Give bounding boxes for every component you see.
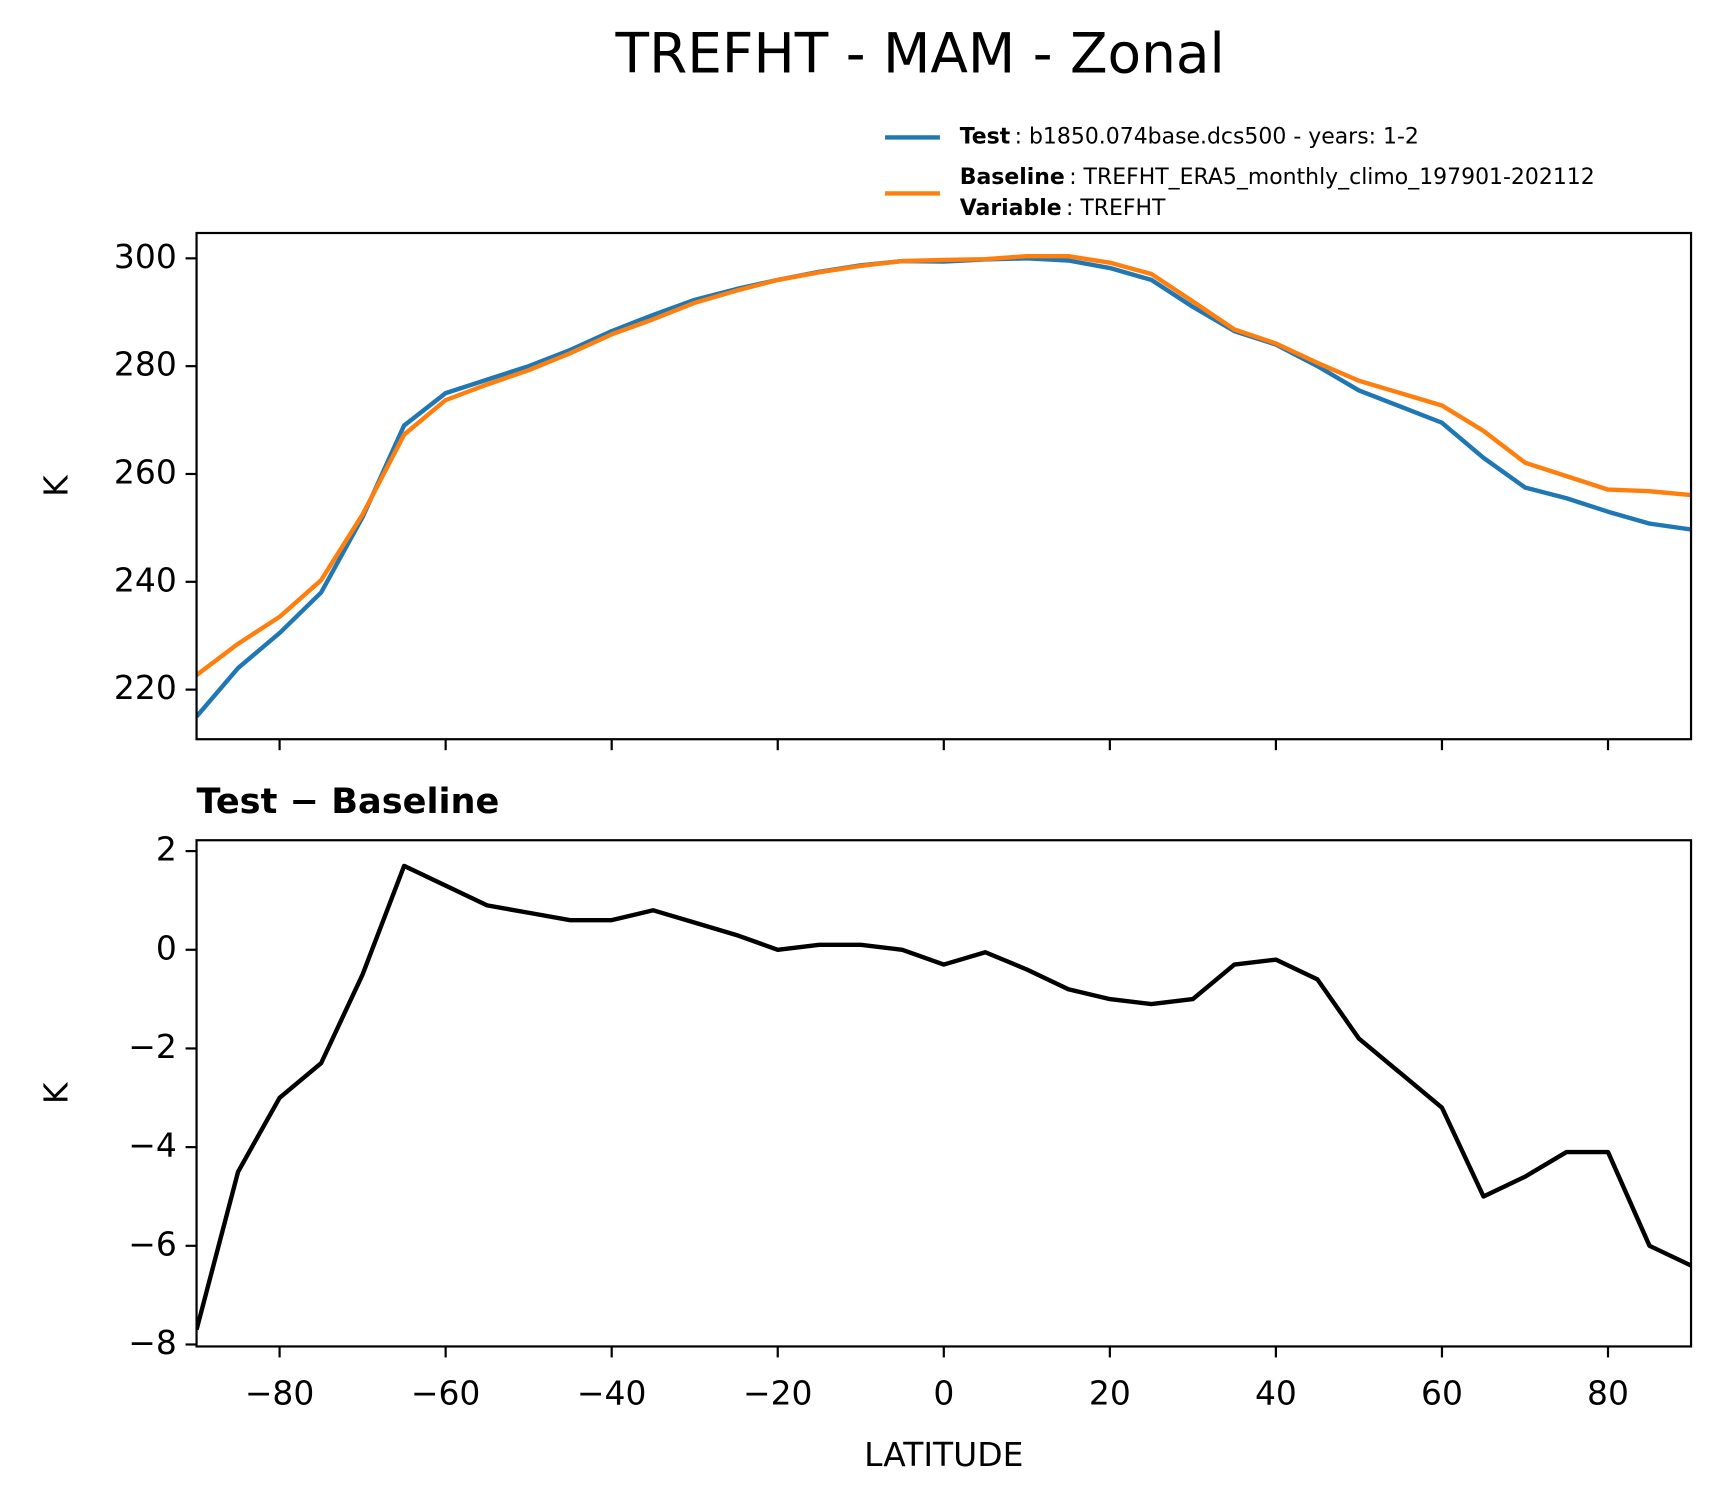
y-tick-label: 2 xyxy=(156,830,177,869)
legend-description: : TREFHT_ERA5_monthly_climo_197901-20211… xyxy=(1069,165,1595,190)
y-tick-label: 300 xyxy=(114,237,177,276)
x-tick-label: 80 xyxy=(1587,1373,1629,1412)
y-tick-label: 240 xyxy=(114,560,177,599)
x-tick-label: −40 xyxy=(577,1373,647,1412)
panel-title: Test − Baseline xyxy=(197,781,500,822)
legend-entry: Test: b1850.074base.dcs500 - years: 1-2 xyxy=(960,124,1419,149)
legend-name: Test xyxy=(960,124,1011,149)
x-tick-label: 0 xyxy=(933,1373,954,1412)
y-tick-label: 0 xyxy=(156,928,177,967)
legend-description: : b1850.074base.dcs500 - years: 1-2 xyxy=(1015,124,1419,149)
y-tick-label: 280 xyxy=(114,345,177,384)
x-tick-label: 40 xyxy=(1255,1373,1297,1412)
plot-frame xyxy=(195,839,1693,1348)
x-tick-label: 20 xyxy=(1089,1373,1131,1412)
y-axis-label: K xyxy=(37,474,76,497)
series-line xyxy=(196,863,1692,1331)
y-tick-label: 220 xyxy=(114,668,177,707)
legend-entry: Variable: TREFHT xyxy=(960,196,1166,221)
legend-variable-label: Variable xyxy=(960,196,1062,221)
x-tick-label: −20 xyxy=(743,1373,813,1412)
figure-title: TREFHT - MAM - Zonal xyxy=(615,21,1225,85)
legend-name: Baseline xyxy=(960,165,1065,190)
y-tick-label: −8 xyxy=(128,1323,177,1362)
y-axis-label: K xyxy=(37,1081,76,1104)
plot-frame xyxy=(195,231,1693,741)
y-tick-label: −4 xyxy=(128,1126,177,1165)
y-tick-label: −6 xyxy=(128,1224,177,1263)
y-tick-label: −2 xyxy=(128,1027,177,1066)
series-line xyxy=(196,256,1692,719)
legend-variable-value: : TREFHT xyxy=(1066,196,1166,221)
x-axis-label: LATITUDE xyxy=(864,1435,1023,1474)
x-tick-label: 60 xyxy=(1421,1373,1463,1412)
x-tick-label: −60 xyxy=(411,1373,481,1412)
y-tick-label: 260 xyxy=(114,452,177,491)
series-line xyxy=(196,253,1692,677)
legend-entry: Baseline: TREFHT_ERA5_monthly_climo_1979… xyxy=(960,165,1595,190)
x-tick-label: −80 xyxy=(245,1373,315,1412)
